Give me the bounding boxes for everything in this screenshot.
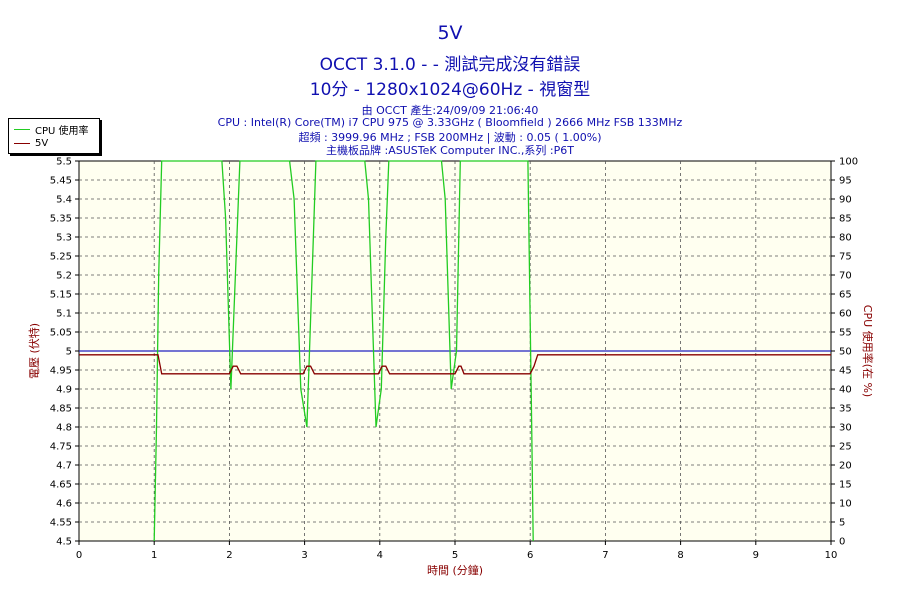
- x-tick-label: 6: [527, 550, 533, 561]
- y-tick-label: 4.6: [56, 499, 72, 510]
- y2-tick-label: 40: [839, 385, 852, 396]
- y-tick-label: 4.95: [50, 366, 72, 377]
- y-tick-label: 5.05: [50, 328, 72, 339]
- y2-tick-label: 45: [839, 366, 852, 377]
- x-tick-label: 10: [825, 550, 838, 561]
- x-tick-label: 5: [452, 550, 458, 561]
- y-tick-label: 5.3: [56, 233, 72, 244]
- y2-tick-label: 80: [839, 233, 852, 244]
- y-tick-label: 4.8: [56, 423, 72, 434]
- x-axis-label: 時間 (分鐘): [427, 563, 483, 577]
- x-tick-label: 7: [602, 550, 608, 561]
- x-tick-label: 9: [753, 550, 759, 561]
- y2-tick-label: 25: [839, 442, 852, 453]
- chart-subtitle-1: OCCT 3.1.0 - - 測試完成沒有錯誤: [319, 55, 581, 75]
- y-tick-label: 5.35: [50, 214, 72, 225]
- y-tick-label: 5: [66, 347, 72, 358]
- legend-label-cpu: CPU 使用率: [35, 125, 89, 137]
- y-tick-label: 5.25: [50, 252, 72, 263]
- info-cpu: CPU : Intel(R) Core(TM) i7 CPU 975 @ 3.3…: [217, 116, 683, 129]
- y-tick-label: 5.4: [56, 195, 72, 206]
- y-tick-label: 5.5: [56, 157, 72, 168]
- legend-swatch-5v: [14, 142, 30, 144]
- info-motherboard: 主機板品牌 :ASUSTeK Computer INC.,系列 :P6T: [326, 144, 574, 157]
- x-tick-label: 3: [301, 550, 307, 561]
- y2-tick-label: 55: [839, 328, 852, 339]
- series-line-5v: [79, 354, 831, 375]
- legend-item-cpu: CPU 使用率: [14, 123, 89, 137]
- legend: CPU 使用率 5V: [8, 118, 100, 154]
- x-tick-label: 8: [677, 550, 683, 561]
- chart-title: 5V: [437, 22, 463, 44]
- y2-tick-label: 10: [839, 499, 852, 510]
- y-tick-label: 5.1: [56, 309, 72, 320]
- y-tick-label: 4.85: [50, 404, 72, 415]
- y-axis-label: 電壓 (伏特): [27, 323, 41, 379]
- y-tick-label: 4.7: [56, 461, 72, 472]
- x-tick-label: 2: [226, 550, 232, 561]
- y2-tick-label: 70: [839, 271, 852, 282]
- info-generated: 由 OCCT 產生:24/09/09 21:06:40: [361, 104, 539, 117]
- y-tick-label: 5.2: [56, 271, 72, 282]
- legend-item-5v: 5V: [14, 137, 48, 149]
- legend-label-5v: 5V: [35, 137, 49, 149]
- y2-axis-label: CPU 使用率(在 %): [861, 305, 875, 397]
- y-tick-label: 5.45: [50, 176, 72, 187]
- y2-tick-label: 5: [839, 518, 845, 529]
- y2-tick-label: 0: [839, 537, 845, 548]
- y2-tick-label: 90: [839, 195, 852, 206]
- x-tick-label: 4: [377, 550, 383, 561]
- y2-tick-label: 30: [839, 423, 852, 434]
- x-tick-label: 0: [76, 550, 82, 561]
- y2-tick-label: 95: [839, 176, 852, 187]
- series-line-cpu: [153, 160, 534, 542]
- y2-tick-label: 35: [839, 404, 852, 415]
- y2-tick-label: 15: [839, 480, 852, 491]
- y2-tick-label: 65: [839, 290, 852, 301]
- y-tick-label: 4.65: [50, 480, 72, 491]
- y-tick-label: 4.9: [56, 385, 72, 396]
- y2-tick-label: 20: [839, 461, 852, 472]
- info-overclock: 超頻 : 3999.96 MHz ; FSB 200MHz | 波動 : 0.0…: [298, 131, 602, 144]
- y-tick-label: 5.15: [50, 290, 72, 301]
- y-tick-label: 4.55: [50, 518, 72, 529]
- y2-tick-label: 50: [839, 347, 852, 358]
- y2-tick-label: 60: [839, 309, 852, 320]
- y-tick-label: 4.5: [56, 537, 72, 548]
- y2-tick-label: 100: [839, 157, 858, 168]
- y2-tick-label: 85: [839, 214, 852, 225]
- chart-subtitle-2: 10分 - 1280x1024@60Hz - 視窗型: [309, 80, 591, 100]
- y2-tick-label: 75: [839, 252, 852, 263]
- x-tick-label: 1: [151, 550, 157, 561]
- legend-swatch-cpu: [14, 128, 30, 130]
- y-tick-label: 4.75: [50, 442, 72, 453]
